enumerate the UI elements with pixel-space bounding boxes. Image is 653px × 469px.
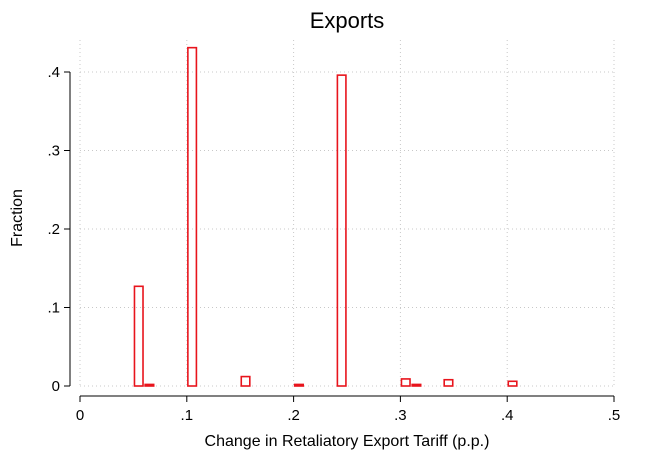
y-tick-label: .2 <box>47 221 60 238</box>
histogram-bars <box>133 46 518 387</box>
y-tick-label: .4 <box>47 64 60 81</box>
gridlines <box>79 40 615 387</box>
histogram-bar <box>144 383 155 387</box>
x-tick-label: .2 <box>287 407 300 424</box>
y-tick-label: .1 <box>47 300 60 317</box>
y-tick-label: 0 <box>52 378 60 395</box>
x-tick-label: .4 <box>501 407 514 424</box>
histogram-bar <box>133 285 144 387</box>
y-tick-label: .3 <box>47 143 60 160</box>
x-tick-label: .5 <box>608 407 621 424</box>
x-tick-label: .1 <box>181 407 194 424</box>
y-axis-label: Fraction <box>9 189 26 247</box>
x-tick-label: 0 <box>76 407 84 424</box>
histogram-bar <box>443 378 454 387</box>
histogram-bar <box>293 383 305 387</box>
x-tick-label: .3 <box>394 407 407 424</box>
histogram-bar <box>240 375 251 387</box>
axes <box>69 72 614 397</box>
y-axis-ticks: 0 .1 .2 .3 .4 <box>47 64 70 395</box>
x-axis-ticks: 0 .1 .2 .3 .4 .5 <box>76 396 620 424</box>
histogram-bar <box>400 378 411 387</box>
chart-title: Exports <box>310 8 385 33</box>
x-axis-label: Change in Retaliatory Export Tariff (p.p… <box>205 433 490 450</box>
histogram-bar <box>336 74 347 387</box>
histogram-bar <box>507 380 518 387</box>
histogram-bar <box>411 383 422 387</box>
histogram-bar <box>187 46 198 387</box>
